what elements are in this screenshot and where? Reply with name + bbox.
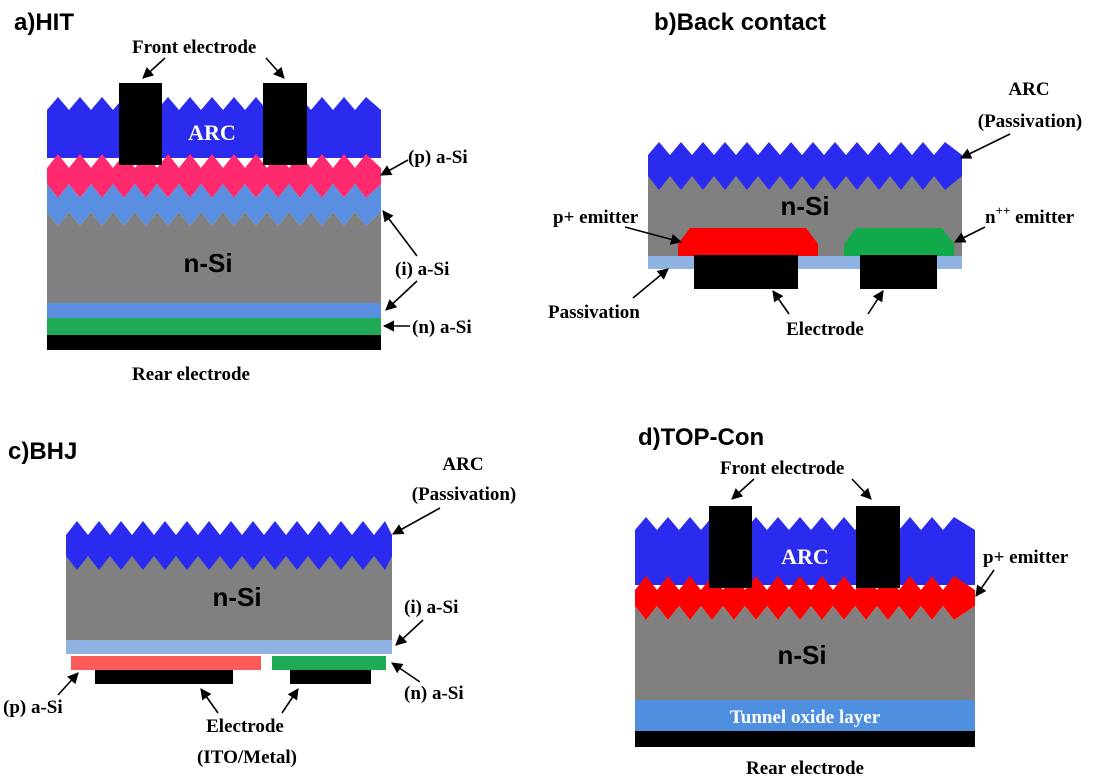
hit-i-asi-arrow-bottom bbox=[386, 281, 417, 310]
bc-passivation-label: Passivation bbox=[548, 302, 640, 323]
bc-electrode-label: Electrode bbox=[786, 319, 864, 340]
bhj-arc-label-line1: ARC bbox=[442, 454, 483, 475]
topcon-rear-electrode bbox=[635, 731, 975, 747]
topcon-front-electrode-arrow-left bbox=[732, 479, 754, 499]
hit-rear-electrode-label: Rear electrode bbox=[132, 364, 250, 385]
bhj-i-asi-arrow bbox=[396, 620, 423, 645]
bhj-i-asi-layer bbox=[66, 640, 392, 654]
bhj-arc-label-line2: (Passivation) bbox=[412, 484, 517, 505]
panel-back-contact: b)Back contact n-Si ARC (Passivation) p+… bbox=[548, 9, 1082, 340]
panel-topcon: d)TOP-Con Front electrode ARC n-Si Tunne… bbox=[635, 424, 1069, 779]
panel-hit-title: a)HIT bbox=[14, 9, 74, 36]
bhj-electrode-arrow-right bbox=[282, 689, 298, 713]
hit-front-electrode-label: Front electrode bbox=[132, 37, 256, 58]
panel-bhj-title: c)BHJ bbox=[8, 438, 77, 465]
bc-p-emitter-label: p+ emitter bbox=[553, 207, 639, 228]
bhj-p-asi-label: (p) a-Si bbox=[3, 697, 63, 718]
bc-arc-label-line2: (Passivation) bbox=[978, 111, 1083, 132]
hit-p-asi-label: (p) a-Si bbox=[408, 147, 468, 168]
topcon-tunnel-oxide-label: Tunnel oxide layer bbox=[730, 707, 881, 728]
bc-arc-label-line1: ARC bbox=[1008, 79, 1049, 100]
topcon-rear-electrode-label: Rear electrode bbox=[746, 758, 864, 779]
bc-arc-arrow bbox=[961, 134, 1010, 158]
hit-front-electrode-right bbox=[263, 83, 307, 165]
panel-bhj: c)BHJ n-Si ARC (Passivation) (i) a-Si (n… bbox=[3, 438, 516, 768]
bhj-electrode-left bbox=[95, 670, 233, 684]
bc-passivation-arrow bbox=[633, 269, 668, 298]
bhj-n-asi-label: (n) a-Si bbox=[404, 683, 464, 704]
bhj-n-asi-arrow bbox=[392, 663, 420, 682]
topcon-front-electrode-label: Front electrode bbox=[720, 458, 844, 479]
bc-electrode-arrow-right bbox=[868, 291, 883, 314]
hit-p-asi-arrow bbox=[381, 160, 408, 175]
topcon-p-emitter-arrow bbox=[976, 570, 994, 596]
bc-n-emitter-label: n++ emitter bbox=[985, 203, 1075, 228]
topcon-front-electrode-left bbox=[709, 506, 752, 588]
bhj-i-asi-label: (i) a-Si bbox=[404, 597, 458, 618]
topcon-front-electrode-arrow-right bbox=[852, 479, 871, 499]
hit-n-si-label: n-Si bbox=[183, 248, 232, 278]
bhj-p-asi-layer bbox=[71, 656, 261, 670]
topcon-p-emitter-label: p+ emitter bbox=[983, 547, 1069, 568]
bhj-arc-arrow bbox=[393, 508, 440, 534]
bhj-electrode-right bbox=[290, 670, 371, 684]
bc-p-emitter bbox=[678, 228, 818, 256]
hit-i-asi-label: (i) a-Si bbox=[395, 259, 449, 280]
bc-n-emitter bbox=[844, 228, 954, 256]
bhj-electrode-label-line1: Electrode bbox=[206, 716, 284, 737]
panel-topcon-title: d)TOP-Con bbox=[638, 424, 764, 451]
bhj-electrode-arrow-left bbox=[201, 689, 218, 713]
hit-n-asi-layer bbox=[47, 318, 381, 335]
hit-arc-label: ARC bbox=[188, 120, 236, 145]
bhj-n-asi-layer bbox=[272, 656, 386, 670]
hit-front-electrode-left bbox=[119, 83, 162, 165]
bc-electrode-right bbox=[860, 255, 937, 289]
bc-n-si-label: n-Si bbox=[780, 191, 829, 221]
topcon-arc-label: ARC bbox=[781, 544, 829, 569]
bhj-p-asi-arrow bbox=[58, 673, 78, 695]
panel-back-contact-title: b)Back contact bbox=[654, 9, 826, 36]
hit-n-asi-label: (n) a-Si bbox=[412, 317, 472, 338]
bhj-electrode-label-line2: (ITO/Metal) bbox=[197, 747, 297, 768]
hit-front-electrode-arrow-right bbox=[266, 58, 284, 78]
panel-hit: a)HIT Front electrode ARC n-Si (p) a-Si … bbox=[14, 9, 472, 385]
hit-i-asi-arrow-top bbox=[383, 211, 417, 256]
topcon-front-electrode-right bbox=[856, 506, 900, 588]
topcon-n-si-label: n-Si bbox=[777, 640, 826, 670]
bc-electrode-arrow-left bbox=[773, 291, 789, 314]
hit-i-asi-bottom-layer bbox=[47, 303, 381, 318]
hit-rear-electrode bbox=[47, 335, 381, 350]
hit-front-electrode-arrow-left bbox=[143, 58, 165, 78]
bhj-n-si-label: n-Si bbox=[212, 582, 261, 612]
bc-electrode-left bbox=[694, 255, 798, 289]
